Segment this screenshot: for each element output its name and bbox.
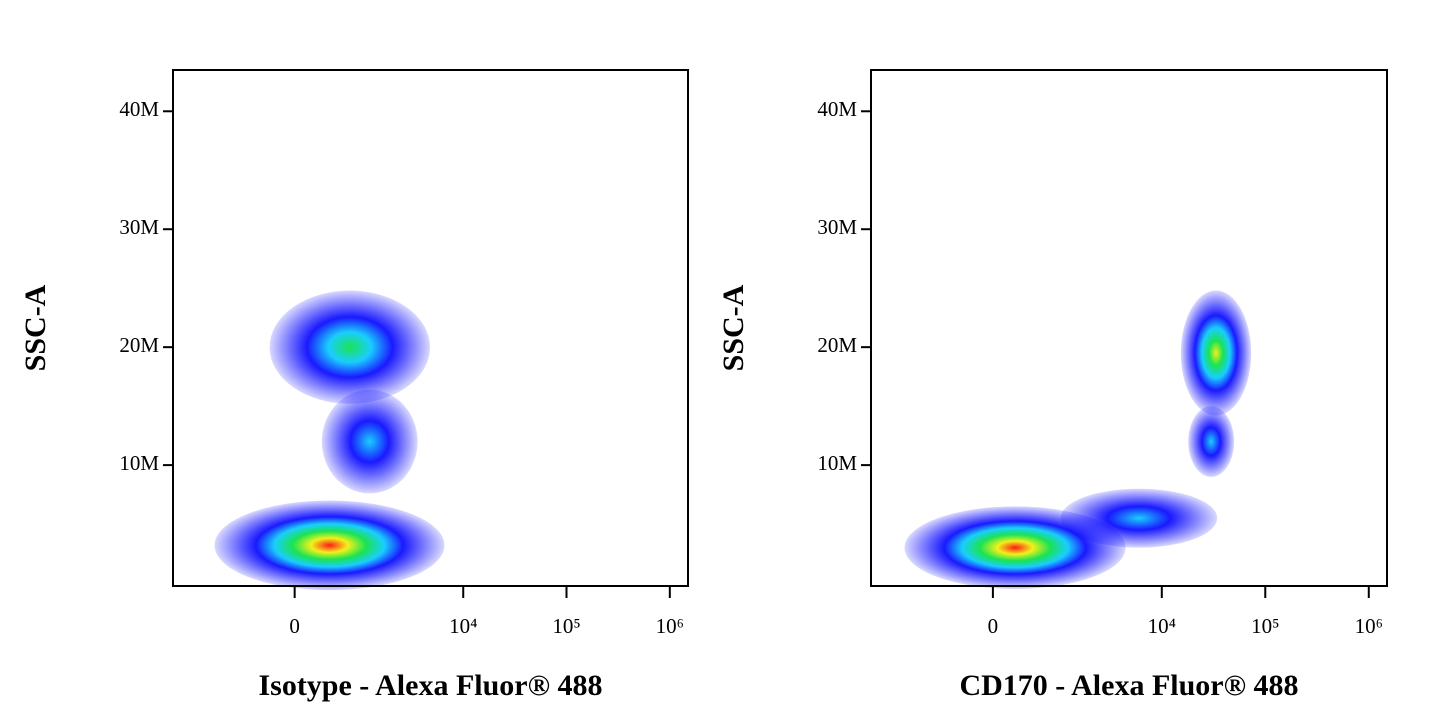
y-axis-label: SSC-A	[19, 284, 52, 371]
x-tick-label: 10⁶	[656, 614, 684, 638]
x-tick-label: 10⁵	[552, 614, 580, 638]
y-tick-label: 10M	[119, 451, 159, 475]
x-axis-label: Isotype - Alexa Fluor® 488	[258, 669, 602, 702]
plot-frame	[870, 69, 1388, 587]
x-tick-label: 10⁵	[1251, 614, 1279, 638]
population	[321, 389, 418, 494]
plot-area	[214, 290, 445, 591]
y-axis-label: SSC-A	[717, 284, 750, 371]
plot-area	[904, 290, 1252, 589]
plot-frame	[172, 69, 689, 587]
population	[269, 290, 431, 404]
x-axis-label: CD170 - Alexa Fluor® 488	[959, 669, 1298, 702]
y-tick-label: 20M	[119, 333, 159, 357]
y-tick-label: 20M	[817, 333, 857, 357]
y-tick-label: 10M	[817, 451, 857, 475]
y-tick-label: 40M	[119, 97, 159, 121]
y-tick-label: 30M	[119, 215, 159, 239]
population	[214, 500, 445, 591]
population	[1180, 290, 1252, 416]
x-tick-label: 0	[289, 614, 300, 638]
population	[1188, 406, 1235, 477]
y-tick-label: 40M	[817, 97, 857, 121]
x-tick-label: 10⁴	[1148, 614, 1176, 638]
x-tick-label: 10⁴	[449, 614, 477, 638]
y-tick-label: 30M	[817, 215, 857, 239]
population	[1060, 488, 1218, 548]
x-tick-label: 0	[988, 614, 999, 638]
x-tick-label: 10⁶	[1355, 614, 1383, 638]
